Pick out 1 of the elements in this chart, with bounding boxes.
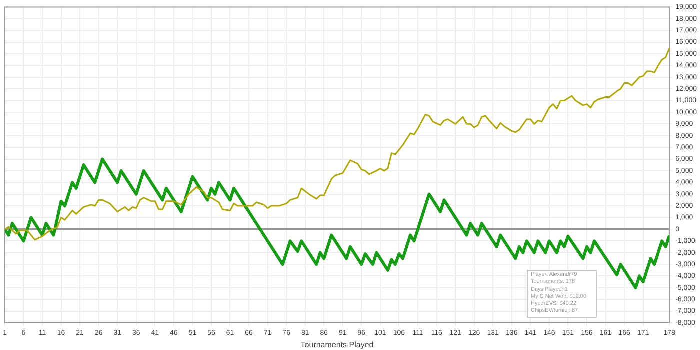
x-axis-title: Tournaments Played	[300, 340, 374, 350]
